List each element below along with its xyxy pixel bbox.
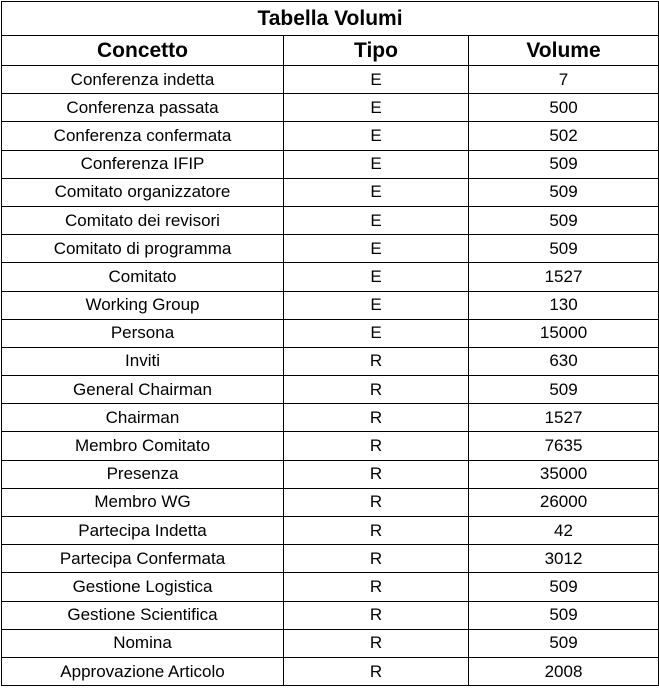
cell-volume: 26000	[467, 487, 659, 518]
cell-concept: Partecipa Indetta	[1, 515, 284, 546]
table-row: Inviti R 630	[1, 346, 659, 377]
table-row: Gestione Scientifica R 509	[1, 600, 659, 630]
header-volume: Volume	[467, 35, 659, 66]
table-row: Conferenza IFIP E 509	[1, 149, 659, 179]
cell-type: R	[283, 544, 469, 574]
cell-type: R	[283, 375, 469, 405]
cell-volume: 630	[467, 346, 659, 377]
cell-concept: Conferenza passata	[1, 93, 284, 123]
table-row: Presenza R 35000	[1, 459, 659, 489]
cell-concept: Approvazione Articolo	[1, 656, 284, 687]
table-row: Chairman R 1527	[1, 403, 659, 433]
cell-concept: Comitato di programma	[1, 234, 284, 264]
cell-volume: 42	[467, 515, 659, 546]
cell-volume: 2008	[467, 656, 659, 687]
table-row: Partecipa Indetta R 42	[1, 515, 659, 546]
header-concept: Concetto	[1, 35, 284, 66]
cell-volume: 502	[467, 121, 659, 151]
cell-type: E	[283, 149, 469, 179]
cell-concept: Membro WG	[1, 487, 284, 518]
cell-type: R	[283, 346, 469, 377]
header-row: Concetto Tipo Volume	[1, 35, 659, 66]
cell-type: E	[283, 205, 469, 236]
table-row: Comitato organizzatore E 509	[1, 177, 659, 207]
table-row: Partecipa Confermata R 3012	[1, 544, 659, 574]
table-row: Comitato di programma E 509	[1, 234, 659, 264]
cell-concept: Gestione Scientifica	[1, 600, 284, 630]
cell-concept: Membro Comitato	[1, 431, 284, 461]
cell-type: E	[283, 64, 469, 95]
cell-concept: Persona	[1, 318, 284, 348]
cell-volume: 509	[467, 149, 659, 179]
cell-concept: Presenza	[1, 459, 284, 489]
cell-type: R	[283, 487, 469, 518]
table-row: Membro WG R 26000	[1, 487, 659, 518]
cell-volume: 509	[467, 628, 659, 658]
table-row: Comitato dei revisori E 509	[1, 205, 659, 236]
cell-volume: 500	[467, 93, 659, 123]
cell-concept: Nomina	[1, 628, 284, 658]
table-title: Tabella Volumi	[0, 1, 659, 36]
cell-type: E	[283, 234, 469, 264]
cell-concept: Comitato dei revisori	[1, 205, 284, 236]
cell-volume: 3012	[467, 544, 659, 574]
cell-volume: 509	[467, 572, 659, 602]
table-row: Conferenza confermata E 502	[1, 121, 659, 151]
cell-concept: Conferenza IFIP	[1, 149, 284, 179]
cell-concept: Chairman	[1, 403, 284, 433]
cell-volume: 130	[467, 290, 659, 320]
cell-type: E	[283, 93, 469, 123]
cell-volume: 7635	[467, 431, 659, 461]
cell-concept: Conferenza confermata	[1, 121, 284, 151]
cell-type: R	[283, 656, 469, 687]
table-row: Working Group E 130	[1, 290, 659, 320]
cell-volume: 35000	[467, 459, 659, 489]
cell-concept: General Chairman	[1, 375, 284, 405]
cell-volume: 509	[467, 205, 659, 236]
cell-concept: Gestione Logistica	[1, 572, 284, 602]
cell-volume: 509	[467, 600, 659, 630]
table-row: General Chairman R 509	[1, 375, 659, 405]
header-type: Tipo	[283, 35, 469, 66]
cell-type: E	[283, 177, 469, 207]
table-row: Conferenza indetta E 7	[1, 64, 659, 95]
table-row: Approvazione Articolo R 2008	[1, 656, 659, 687]
table-row: Comitato E 1527	[1, 262, 659, 292]
cell-type: E	[283, 318, 469, 348]
cell-concept: Conferenza indetta	[1, 64, 284, 95]
cell-type: R	[283, 600, 469, 630]
cell-concept: Inviti	[1, 346, 284, 377]
cell-type: R	[283, 459, 469, 489]
cell-type: R	[283, 628, 469, 658]
cell-concept: Comitato	[1, 262, 284, 292]
cell-concept: Comitato organizzatore	[1, 177, 284, 207]
cell-volume: 509	[467, 177, 659, 207]
table-row: Membro Comitato R 7635	[1, 431, 659, 461]
cell-type: E	[283, 262, 469, 292]
cell-type: E	[283, 290, 469, 320]
table-row: Gestione Logistica R 509	[1, 572, 659, 602]
cell-volume: 15000	[467, 318, 659, 348]
cell-type: R	[283, 403, 469, 433]
table-row: Persona E 15000	[1, 318, 659, 348]
cell-volume: 1527	[467, 262, 659, 292]
cell-concept: Working Group	[1, 290, 284, 320]
cell-volume: 509	[467, 234, 659, 264]
cell-type: R	[283, 431, 469, 461]
cell-type: R	[283, 572, 469, 602]
cell-volume: 7	[467, 64, 659, 95]
title-row: Tabella Volumi	[0, 1, 659, 36]
cell-volume: 1527	[467, 403, 659, 433]
cell-concept: Partecipa Confermata	[1, 544, 284, 574]
table-row: Nomina R 509	[1, 628, 659, 658]
cell-type: R	[283, 515, 469, 546]
table-row: Conferenza passata E 500	[1, 93, 659, 123]
cell-type: E	[283, 121, 469, 151]
cell-volume: 509	[467, 375, 659, 405]
